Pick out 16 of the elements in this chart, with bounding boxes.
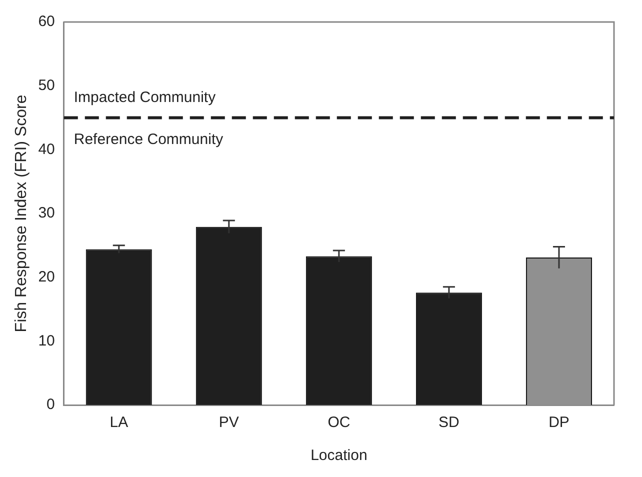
annotation: Reference Community: [74, 130, 224, 148]
y-tick-label: 50: [38, 76, 55, 94]
x-tick-label: OC: [328, 414, 350, 432]
x-tick-label: PV: [218, 414, 239, 432]
annotation: Impacted Community: [74, 88, 216, 106]
x-tick-label: DP: [548, 414, 570, 432]
x-tick-label: SD: [438, 414, 460, 432]
y-tick-label: 0: [46, 396, 55, 414]
y-tick-label: 60: [38, 13, 55, 30]
y-tick-label: 30: [38, 204, 55, 222]
x-tick-label: LA: [110, 414, 128, 432]
x-axis-title: Location: [310, 447, 368, 464]
y-tick-label: 20: [38, 268, 55, 286]
y-tick-label: 10: [38, 332, 55, 350]
y-axis-title: Fish Response Index (FRI) Score: [13, 94, 30, 332]
y-tick-label: 40: [38, 140, 55, 158]
